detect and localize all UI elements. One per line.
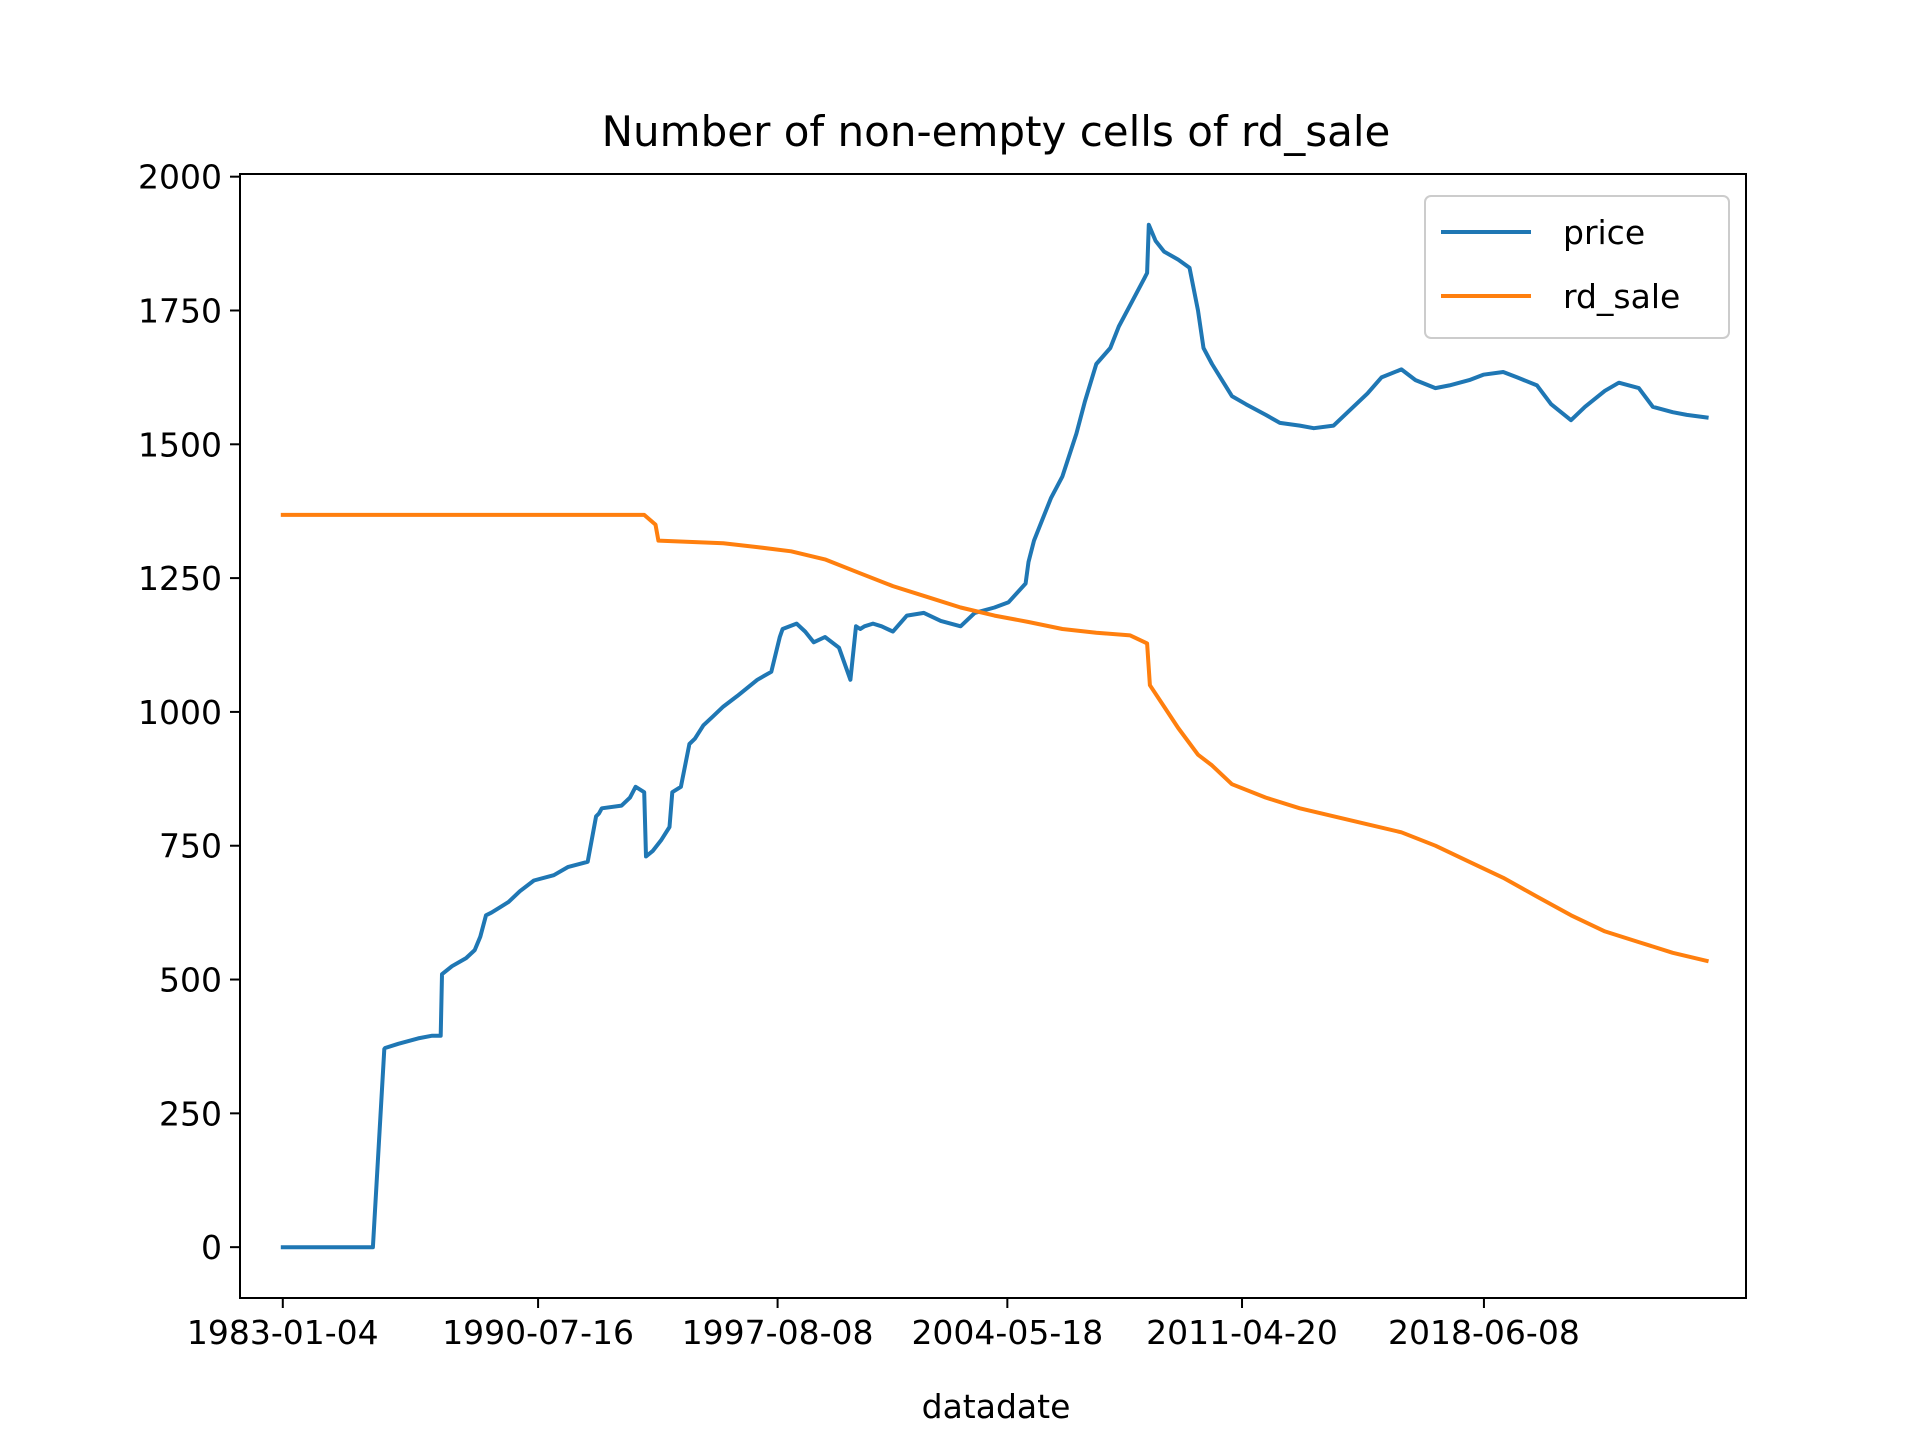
x-tick-label: 2018-06-08 (1388, 1313, 1580, 1352)
legend: price rd_sale (1424, 195, 1730, 339)
legend-label: price (1563, 213, 1645, 252)
series-layer (280, 222, 1710, 1250)
legend-label: rd_sale (1563, 277, 1680, 316)
y-tick-label: 250 (159, 1094, 222, 1133)
x-tick-label: 1983-01-04 (187, 1313, 379, 1352)
y-tick-label: 2000 (138, 158, 222, 197)
y-tick-label: 1500 (138, 425, 222, 464)
y-tick-label: 1750 (138, 291, 222, 330)
y-tick-label: 0 (201, 1228, 222, 1267)
x-tick-label: 1997-08-08 (682, 1313, 874, 1352)
y-tick-label: 1250 (138, 559, 222, 598)
y-tick-label: 750 (159, 827, 222, 866)
plot-area (240, 174, 1746, 1298)
plot-frame (239, 173, 1747, 1299)
x-tick-label: 2004-05-18 (911, 1313, 1103, 1352)
y-tick-label: 500 (159, 961, 222, 1000)
x-axis: 1983-01-04 1990-07-16 1997-08-08 2004-05-18… (187, 1298, 1580, 1352)
plot-background (240, 174, 1746, 1298)
x-axis-label: datadate (922, 1387, 1071, 1426)
x-tick-label: 2011-04-20 (1146, 1313, 1338, 1352)
chart-title: Number of non-empty cells of rd_sale (602, 107, 1391, 156)
y-tick-label: 1000 (138, 693, 222, 732)
y-axis: 0 250 500 750 1000 1250 1500 1750 2000 (138, 158, 240, 1267)
series-line-price (280, 222, 1709, 1250)
x-tick-label: 1990-07-16 (442, 1313, 634, 1352)
series-line-rd-sale (280, 512, 1710, 964)
